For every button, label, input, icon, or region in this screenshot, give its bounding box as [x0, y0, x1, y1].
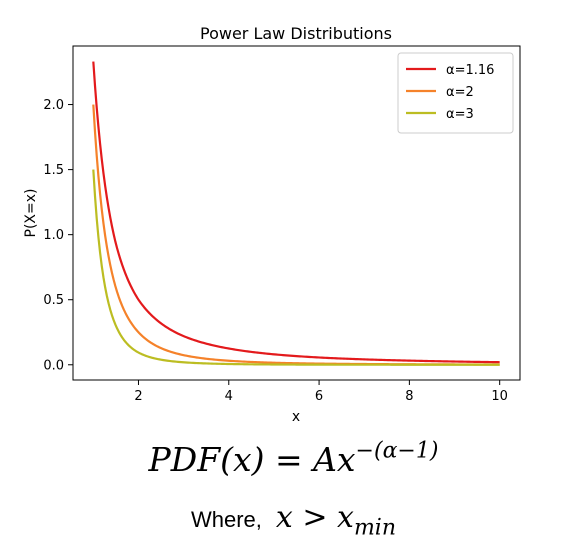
x-tick-label: 10: [491, 389, 508, 404]
condition-subscript: min: [353, 515, 397, 541]
formula-lhs: PDF(x) = Ax: [148, 440, 356, 479]
y-tick-label: 0.0: [43, 358, 64, 373]
plot-area: [72, 45, 521, 381]
y-tick-label: 2.0: [43, 98, 64, 113]
y-tick-label: 0.5: [43, 293, 64, 308]
y-tick-label: 1.5: [43, 163, 64, 178]
series-line-1: [92, 61, 500, 364]
series-lines: [92, 61, 500, 366]
legend-label: α=1.16: [446, 63, 494, 78]
x-tick-label: 8: [405, 389, 413, 404]
series-line-3: [92, 169, 500, 366]
chart-title: Power Law Distributions: [200, 24, 392, 43]
x-axis-label: x: [292, 409, 300, 425]
x-axis-ticks: 2 4 6 8 10: [134, 380, 508, 404]
series-line-2: [92, 104, 500, 366]
condition-expression: x > x: [275, 500, 354, 535]
x-tick-label: 2: [134, 389, 142, 404]
legend: α=1.16 α=2 α=3: [397, 52, 514, 134]
legend-label: α=2: [446, 85, 474, 100]
y-axis-label: P(X=x): [23, 189, 39, 238]
condition-prefix: Where,: [190, 507, 262, 532]
y-axis-ticks: 0.0 0.5 1.0 1.5 2.0: [43, 98, 73, 373]
condition-line: Where, x > xmin: [0, 500, 587, 539]
pdf-formula: PDF(x) = Ax−(α−1): [0, 440, 587, 479]
chart: Power Law Distributions 2 4 6 8 10 0.0 0.5 1.0…: [23, 24, 521, 425]
legend-label: α=3: [446, 107, 474, 122]
formula-exponent: −(α−1): [355, 438, 439, 464]
x-tick-label: 6: [315, 389, 323, 404]
x-tick-label: 4: [225, 389, 233, 404]
y-tick-label: 1.0: [43, 228, 64, 243]
